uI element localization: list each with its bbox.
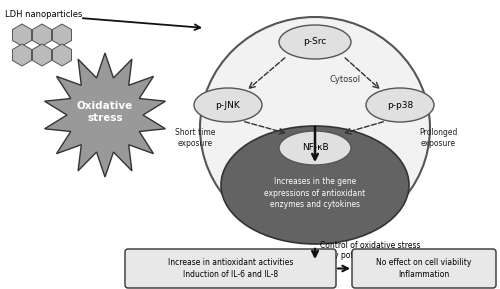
Text: No effect on cell viability
Inflammation: No effect on cell viability Inflammation xyxy=(376,258,472,279)
Polygon shape xyxy=(12,24,32,46)
Ellipse shape xyxy=(279,25,351,59)
Text: Increases in the gene
expressions of antioxidant
enzymes and cytokines: Increases in the gene expressions of ant… xyxy=(264,177,366,209)
Text: p-p38: p-p38 xyxy=(387,101,413,110)
Text: Short time
exposure: Short time exposure xyxy=(175,128,215,148)
Ellipse shape xyxy=(221,126,409,244)
Polygon shape xyxy=(12,44,32,66)
Polygon shape xyxy=(44,53,166,177)
Text: Toxicity potential?: Toxicity potential? xyxy=(310,251,380,260)
Ellipse shape xyxy=(366,88,434,122)
Text: Oxidative
stress: Oxidative stress xyxy=(77,101,133,123)
Text: p-JNK: p-JNK xyxy=(216,101,240,110)
Text: Cytosol: Cytosol xyxy=(330,75,360,84)
FancyBboxPatch shape xyxy=(352,249,496,288)
Polygon shape xyxy=(32,44,52,66)
Text: Control of oxidative stress: Control of oxidative stress xyxy=(320,242,420,251)
Text: Prolonged
exposure: Prolonged exposure xyxy=(419,128,457,148)
Ellipse shape xyxy=(279,131,351,165)
Text: p-Src: p-Src xyxy=(304,38,326,47)
Polygon shape xyxy=(52,44,72,66)
Ellipse shape xyxy=(194,88,262,122)
FancyBboxPatch shape xyxy=(125,249,336,288)
Ellipse shape xyxy=(200,17,430,239)
Text: LDH nanoparticles: LDH nanoparticles xyxy=(5,10,82,19)
Text: Increase in antioxidant activities
Induction of IL-6 and IL-8: Increase in antioxidant activities Induc… xyxy=(168,258,293,279)
Text: NF-κB: NF-κB xyxy=(302,144,328,153)
Polygon shape xyxy=(32,24,52,46)
Text: Nucleus: Nucleus xyxy=(293,152,337,162)
Polygon shape xyxy=(52,24,72,46)
